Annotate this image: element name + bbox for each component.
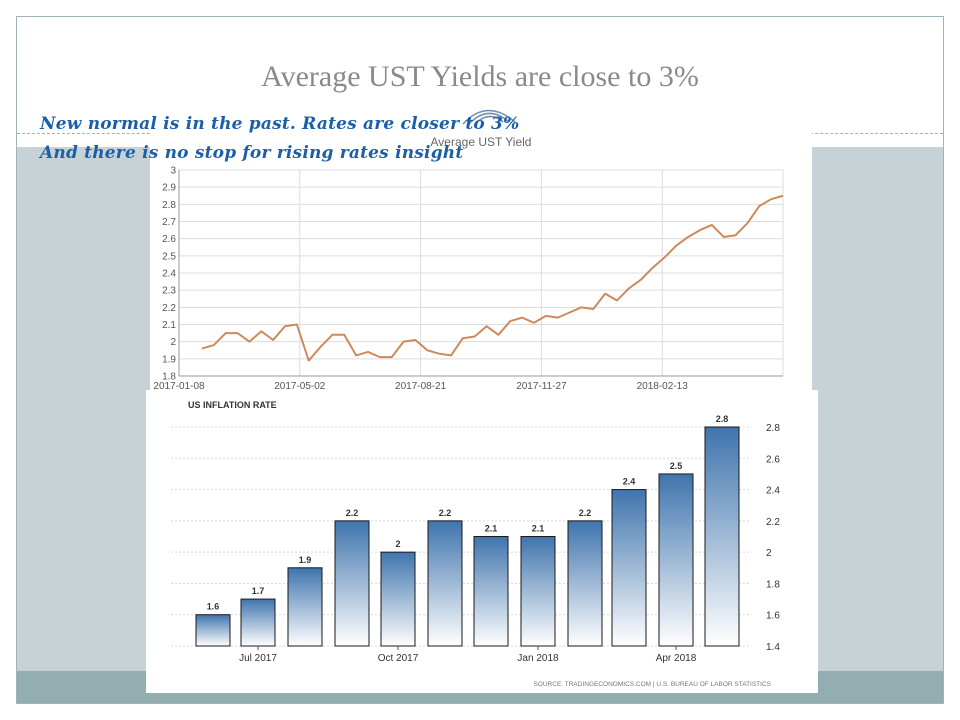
inflation-bar-chart: US INFLATION RATE 1.4 1.6 1.8 2 2.2 2.4 2.6 2.8 1… [171, 400, 780, 688]
y-tick-label: 2.3 [162, 286, 176, 297]
inflation-bar [380, 551, 416, 647]
x-tick-label: 2018-02-13 [637, 381, 689, 391]
y-tick-label: 1.9 [162, 354, 176, 365]
right-side-band [812, 147, 943, 671]
bar-value-label: 1.7 [252, 586, 265, 596]
bar-value-label: 2.1 [485, 524, 498, 534]
inflation-bar [704, 426, 740, 647]
ust-yield-line-chart: Average UST Yield 1.8 1.9 2 2.1 2.2 2.3 2.4 2.5 2… [153, 135, 784, 391]
bar-value-label: 2.2 [579, 508, 592, 518]
y-tick-label: 2.2 [766, 517, 780, 528]
inflation-bar [611, 489, 647, 647]
y-tick-label: 1.8 [766, 579, 780, 590]
x-tick-label: 2017-08-21 [395, 381, 447, 391]
y-tick-label: 1.6 [766, 611, 780, 622]
bar-value-label: 2.2 [346, 508, 359, 518]
inflation-bar [240, 598, 276, 647]
bar-value-label: 2 [395, 539, 400, 549]
y-tick-label: 1.4 [766, 642, 780, 653]
bar-value-label: 2.1 [532, 524, 545, 534]
y-tick-label: 1.8 [162, 372, 176, 383]
left-side-band [17, 147, 151, 671]
inflation-bar [427, 520, 463, 647]
y-tick-label: 2.7 [162, 217, 176, 228]
line-chart-title: Average UST Yield [431, 135, 532, 149]
y-tick-label: 2.2 [162, 303, 176, 314]
y-tick-label: 2.8 [766, 423, 780, 434]
annotation-line-1: New normal is in the past. Rates are clo… [40, 114, 520, 134]
x-tick-label: Oct 2017 [378, 653, 419, 664]
inflation-bar [334, 520, 370, 647]
y-tick-label: 2.9 [162, 183, 176, 194]
x-tick-label: Jul 2017 [239, 653, 277, 664]
inflation-bar [567, 520, 603, 647]
bar-value-label: 1.9 [299, 555, 312, 565]
y-tick-label: 3 [170, 166, 176, 177]
y-tick-label: 2.4 [162, 269, 176, 280]
ust-yield-chart-panel: Average UST Yield 1.8 1.9 2 2.1 2.2 2.3 2.4 2.5 2… [150, 133, 812, 391]
inflation-bar [473, 536, 509, 647]
x-tick-label: 2017-05-02 [274, 381, 326, 391]
inflation-bar [287, 567, 323, 647]
x-tick-label: Apr 2018 [656, 653, 697, 664]
annotation-line-2: And there is no stop for rising rates in… [40, 143, 464, 163]
bar-value-label: 2.4 [623, 477, 636, 487]
x-tick-label: 2017-11-27 [516, 381, 567, 391]
chart-source-note: SOURCE: TRADINGECONOMICS.COM | U.S. BURE… [533, 681, 771, 688]
y-tick-label: 2.1 [162, 320, 176, 331]
x-tick-label: 2017-01-08 [153, 381, 205, 391]
y-tick-label: 2.6 [162, 234, 176, 245]
slide-title: Average UST Yields are close to 3% [261, 60, 699, 93]
bar-value-label: 2.8 [716, 414, 729, 424]
inflation-bar [658, 473, 694, 647]
y-tick-label: 2.5 [162, 251, 176, 262]
bar-value-label: 2.5 [670, 461, 683, 471]
swirl-decoration-icon [462, 109, 516, 125]
x-tick-label: Jan 2018 [517, 653, 559, 664]
y-tick-label: 2 [170, 337, 176, 348]
bar-value-label: 1.6 [207, 602, 220, 612]
yield-series-line [201, 194, 784, 362]
y-tick-label: 2.4 [766, 486, 780, 497]
y-tick-label: 2 [766, 548, 772, 559]
bar-chart-title: US INFLATION RATE [188, 400, 277, 410]
y-tick-label: 2.8 [162, 200, 176, 211]
inflation-bar [195, 614, 231, 647]
inflation-bar [520, 536, 556, 647]
y-tick-label: 2.6 [766, 454, 780, 465]
bar-value-label: 2.2 [439, 508, 452, 518]
inflation-chart-panel: US INFLATION RATE 1.4 1.6 1.8 2 2.2 2.4 2.6 2.8 1… [146, 390, 818, 693]
